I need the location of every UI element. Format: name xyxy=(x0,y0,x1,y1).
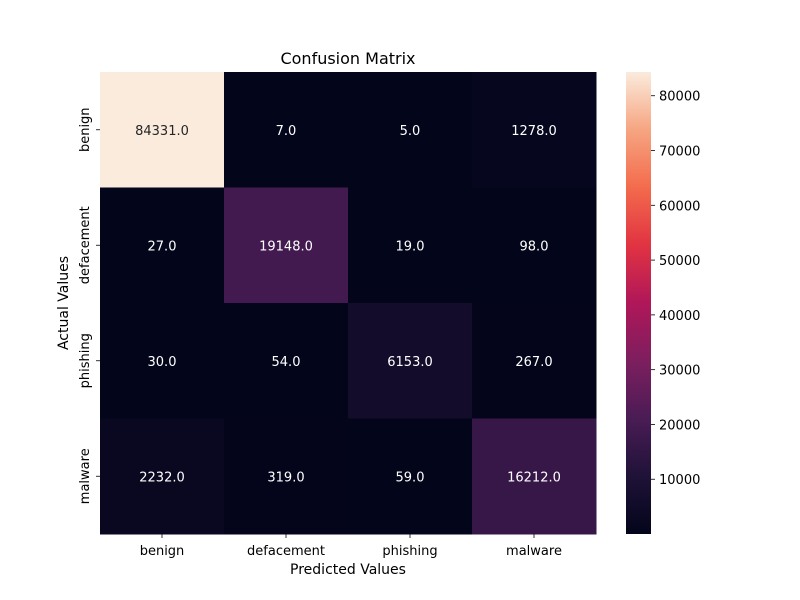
heatmap-cell-labels: 84331.0 7.0 5.0 1278.0 27.0 19148.0 19.0 98.0 30… xyxy=(135,124,561,486)
x-axis-ticks: benign defacement phishing malware xyxy=(140,534,562,559)
colorbar xyxy=(626,72,651,534)
cell-value-label: 267.0 xyxy=(515,355,552,370)
cell-value-label: 84331.0 xyxy=(135,124,189,139)
heatmap-cell xyxy=(348,187,473,304)
colorbar-tick-label: 20000 xyxy=(659,418,700,433)
heatmap-cell xyxy=(472,303,597,419)
cell-value-label: 319.0 xyxy=(267,470,304,485)
colorbar-tick-label: 60000 xyxy=(659,199,700,214)
cell-value-label: 98.0 xyxy=(520,239,549,254)
y-axis-ticks: benign defacement phishing malware xyxy=(78,107,100,504)
cell-value-label: 7.0 xyxy=(276,124,297,139)
cell-value-label: 19.0 xyxy=(396,239,425,254)
colorbar-tick-label: 40000 xyxy=(659,309,700,324)
y-tick-label: benign xyxy=(78,107,93,152)
cell-value-label: 54.0 xyxy=(272,355,301,370)
cell-value-label: 27.0 xyxy=(148,239,177,254)
heatmap-cell xyxy=(100,418,225,535)
x-tick-label: defacement xyxy=(247,544,325,559)
y-tick-label: defacement xyxy=(78,206,93,284)
heatmap-cell xyxy=(348,72,473,188)
colorbar-tick-label: 10000 xyxy=(659,473,700,488)
heatmap-cells xyxy=(100,72,597,535)
heatmap-cell xyxy=(224,418,349,535)
cell-value-label: 2232.0 xyxy=(139,470,185,485)
colorbar-tick-label: 50000 xyxy=(659,254,700,269)
heatmap-cell xyxy=(100,303,225,419)
y-axis-label: Actual Values xyxy=(56,256,72,350)
colorbar-tick-label: 80000 xyxy=(659,90,700,105)
cell-value-label: 59.0 xyxy=(396,470,425,485)
heatmap-cell xyxy=(472,418,597,535)
cell-value-label: 6153.0 xyxy=(387,355,433,370)
heatmap-cell xyxy=(348,418,473,535)
colorbar-tick-label: 70000 xyxy=(659,145,700,160)
heatmap-cell xyxy=(348,303,473,419)
heatmap-cell xyxy=(224,303,349,419)
cell-value-label: 30.0 xyxy=(148,355,177,370)
heatmap-cell xyxy=(224,72,349,188)
cell-value-label: 19148.0 xyxy=(259,239,313,254)
x-tick-label: phishing xyxy=(382,544,437,559)
colorbar-tick-label: 30000 xyxy=(659,364,700,379)
y-tick-label: phishing xyxy=(78,333,93,388)
cell-value-label: 5.0 xyxy=(400,124,421,139)
x-tick-label: benign xyxy=(140,544,185,559)
cell-value-label: 1278.0 xyxy=(511,124,557,139)
chart-title: Confusion Matrix xyxy=(280,49,415,68)
colorbar-ticks: 10000 20000 30000 40000 50000 60000 70000 80000 xyxy=(651,90,700,488)
heatmap-cell xyxy=(472,72,597,188)
cell-value-label: 16212.0 xyxy=(507,470,561,485)
x-tick-label: malware xyxy=(506,544,562,559)
y-tick-label: malware xyxy=(78,448,93,504)
x-axis-label: Predicted Values xyxy=(290,562,406,578)
heatmap-cell xyxy=(100,72,225,188)
heatmap-cell xyxy=(224,187,349,304)
heatmap-cell xyxy=(100,187,225,304)
heatmap-cell xyxy=(472,187,597,304)
